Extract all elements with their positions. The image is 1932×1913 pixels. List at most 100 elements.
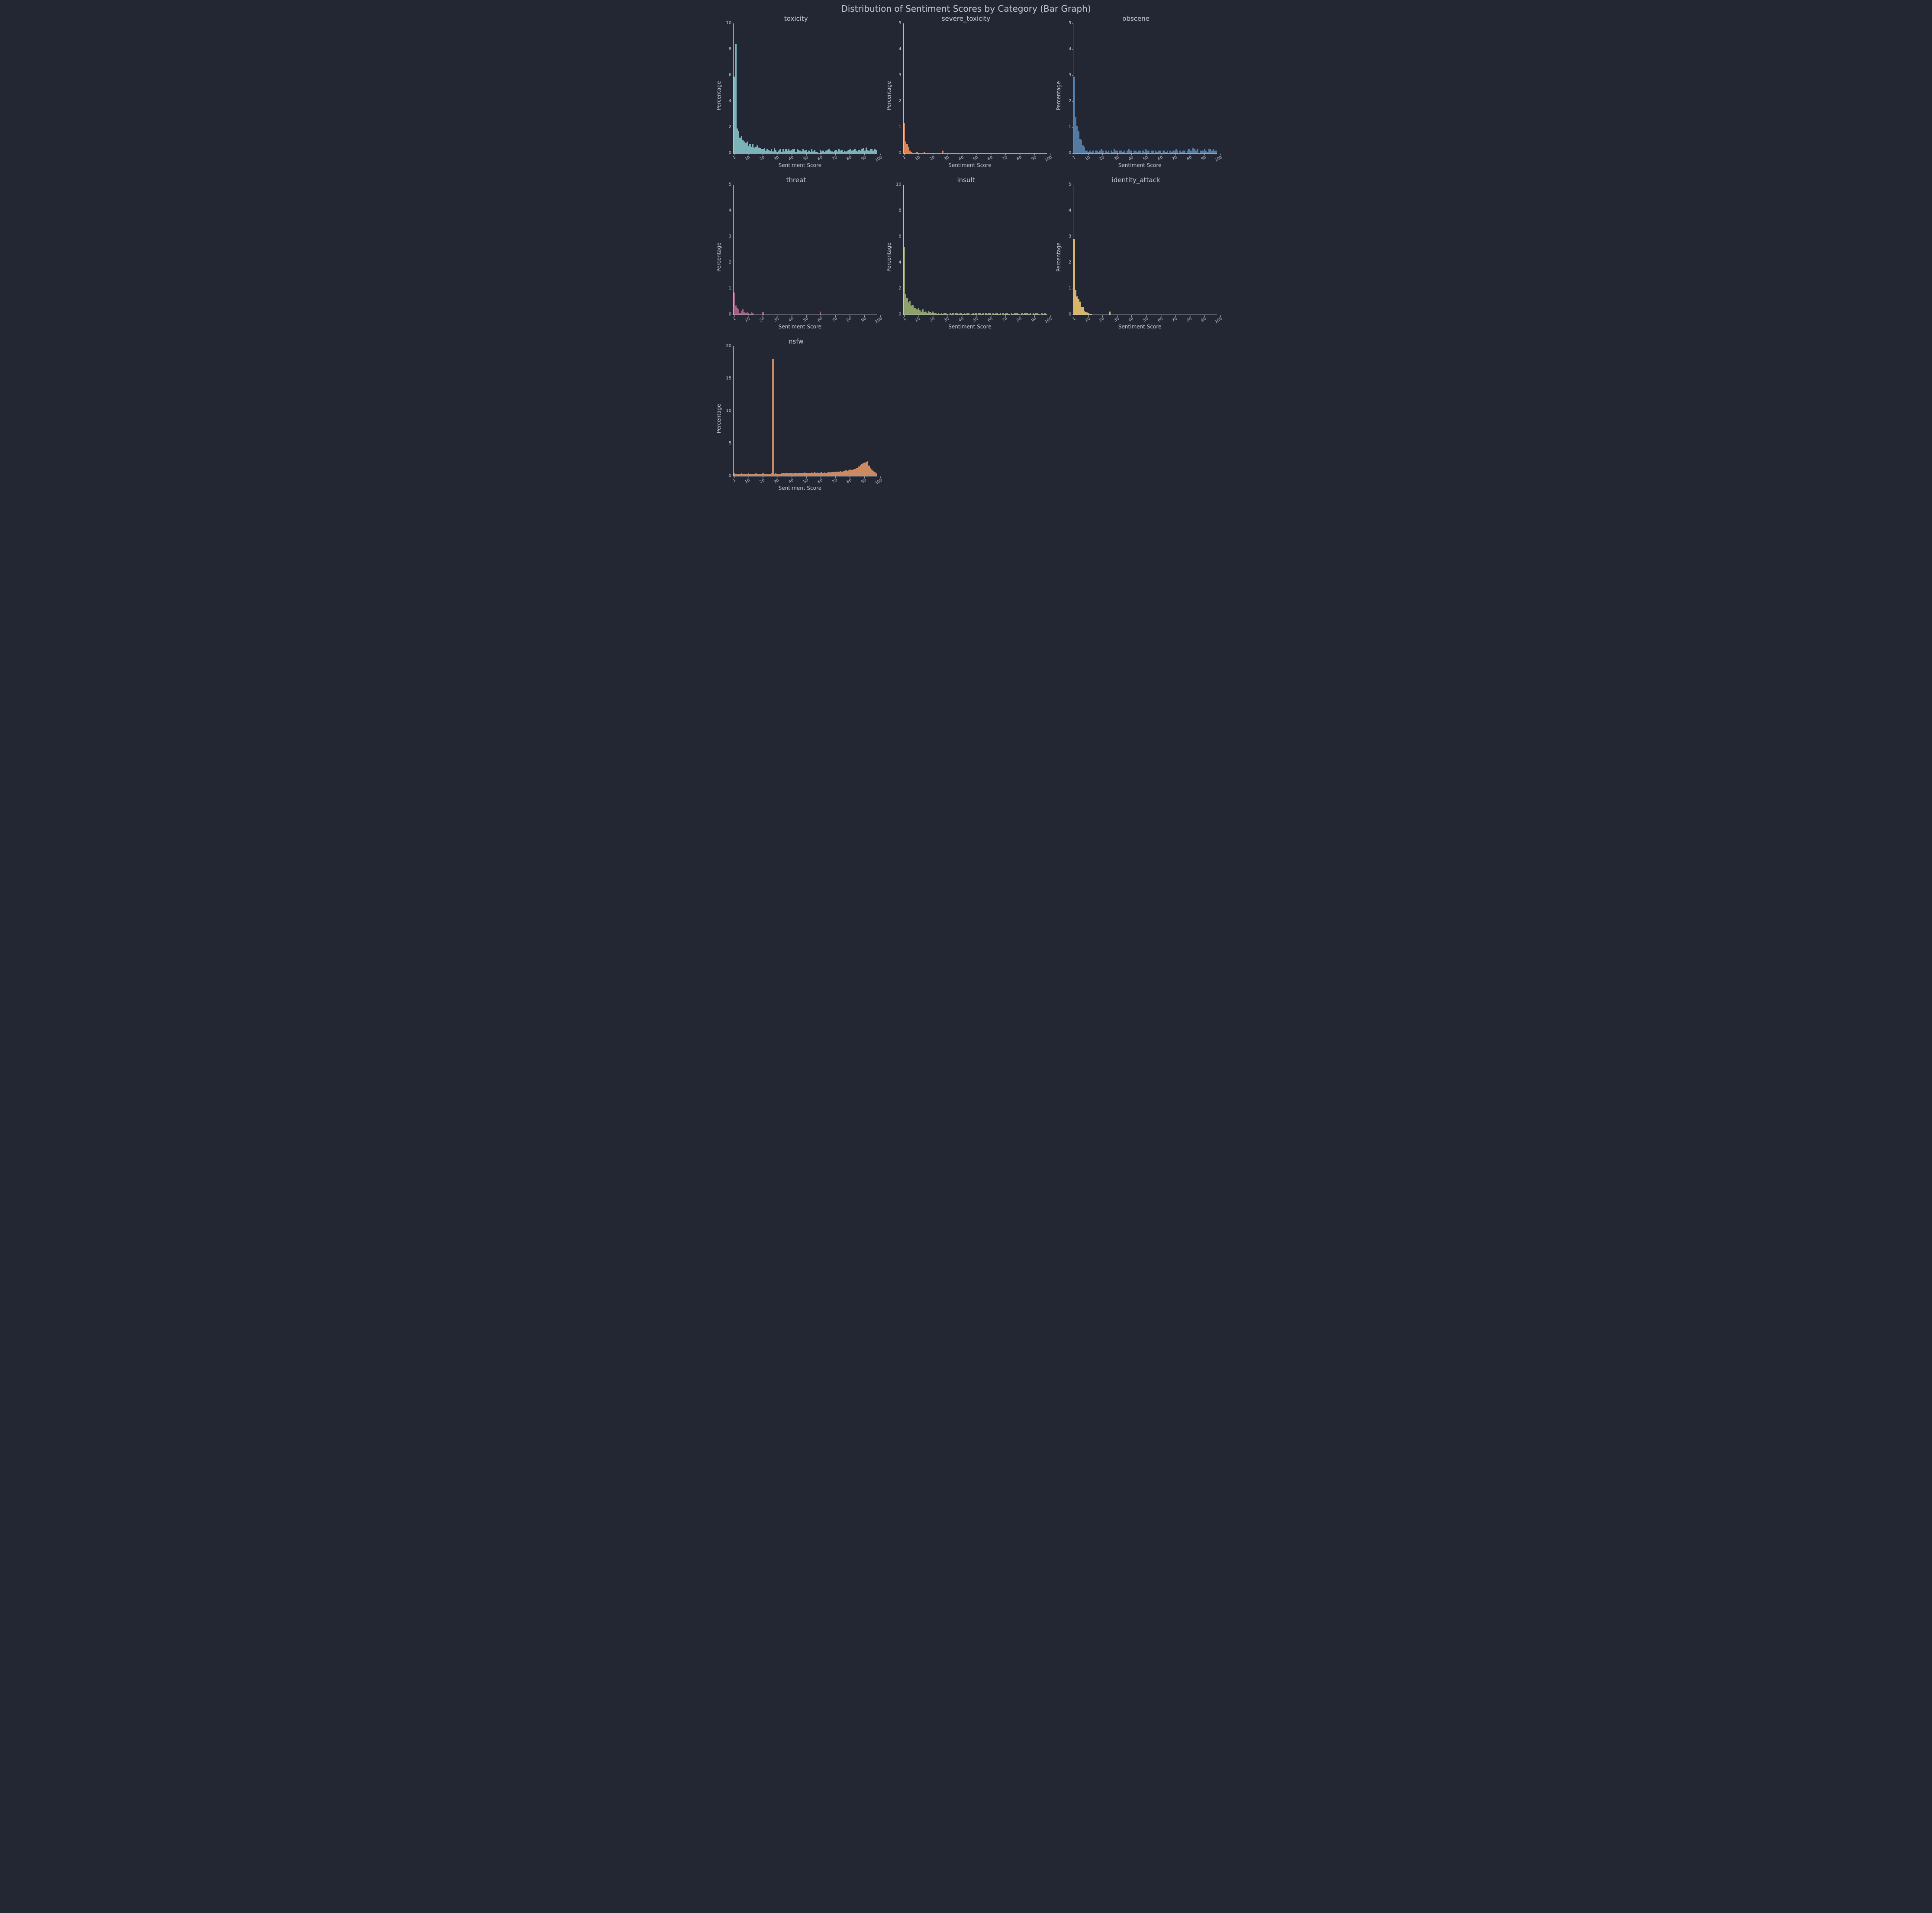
panel-title: identity_attack xyxy=(1055,176,1217,184)
panel-nsfw: nsfwPercentage20151050110203040506070809… xyxy=(715,338,877,491)
x-tick: 50 xyxy=(802,317,809,323)
panel-title: severe_toxicity xyxy=(885,15,1047,23)
bar xyxy=(1153,151,1154,153)
bar xyxy=(942,151,943,153)
x-tick: 100 xyxy=(1044,317,1053,324)
y-axis-label: Percentage xyxy=(715,23,723,168)
x-tick: 20 xyxy=(1099,317,1105,323)
bar xyxy=(982,313,984,315)
bar xyxy=(820,312,821,315)
x-tick: 80 xyxy=(1016,155,1023,161)
bar xyxy=(1148,151,1150,153)
x-axis-label: Sentiment Score xyxy=(723,162,877,168)
x-tick: 100 xyxy=(874,317,883,324)
bars-container xyxy=(1073,23,1217,153)
x-tick: 10 xyxy=(914,155,921,161)
bars-container xyxy=(734,185,877,315)
bar xyxy=(1124,151,1125,153)
bar xyxy=(1197,149,1198,153)
x-ticks: 1102030405060708090100 xyxy=(1073,315,1217,321)
y-axis-label: Percentage xyxy=(885,23,893,168)
x-tick: 10 xyxy=(744,478,751,484)
x-tick: 20 xyxy=(759,478,766,484)
x-tick: 90 xyxy=(861,317,867,323)
x-tick: 50 xyxy=(802,155,809,161)
bar xyxy=(1215,151,1217,153)
x-tick: 70 xyxy=(1001,155,1008,161)
x-axis-label: Sentiment Score xyxy=(723,485,877,491)
y-axis-label: Percentage xyxy=(885,185,893,330)
bar xyxy=(916,152,918,153)
plot-area xyxy=(733,23,877,154)
bar xyxy=(975,313,976,315)
x-tick: 60 xyxy=(987,317,994,323)
x-tick: 70 xyxy=(832,317,838,323)
plot-area xyxy=(733,185,877,315)
plot-area xyxy=(903,23,1047,154)
bar xyxy=(1038,314,1040,315)
axes-wrap: Percentage5432101102030405060708090100Se… xyxy=(1055,23,1217,168)
bar xyxy=(1008,314,1009,315)
x-tick: 40 xyxy=(1128,317,1134,323)
x-tick: 60 xyxy=(1157,155,1163,161)
bar xyxy=(876,150,877,154)
y-axis-label: Percentage xyxy=(715,346,723,491)
bar xyxy=(1030,313,1031,315)
x-tick: 80 xyxy=(846,478,853,484)
panel-toxicity: toxicityPercentage1086420110203040506070… xyxy=(715,15,877,168)
x-tick: 40 xyxy=(788,478,795,484)
bar xyxy=(1117,151,1118,153)
bar xyxy=(952,313,953,315)
x-axis-label: Sentiment Score xyxy=(893,162,1047,168)
x-axis-label: Sentiment Score xyxy=(1063,324,1217,330)
x-tick: 100 xyxy=(1044,155,1053,163)
panel-identity_attack: identity_attackPercentage543210110203040… xyxy=(1055,176,1217,330)
x-tick: 100 xyxy=(874,478,883,485)
axes-wrap: Percentage201510501102030405060708090100… xyxy=(715,346,877,491)
x-tick: 90 xyxy=(1201,155,1207,161)
figure-suptitle: Distribution of Sentiment Scores by Cate… xyxy=(706,0,1226,15)
x-tick: 30 xyxy=(943,317,950,323)
x-tick: 60 xyxy=(817,317,824,323)
x-tick: 100 xyxy=(1214,317,1223,324)
bar xyxy=(911,152,912,153)
plot-area xyxy=(1073,23,1217,154)
x-axis-label: Sentiment Score xyxy=(723,324,877,330)
bar xyxy=(1159,151,1161,153)
x-tick: 1 xyxy=(732,155,737,161)
y-axis-label: Percentage xyxy=(1055,23,1063,168)
y-ticks: 543210 xyxy=(723,185,733,315)
x-tick: 20 xyxy=(1099,155,1105,161)
x-ticks: 1102030405060708090100 xyxy=(903,315,1047,321)
panel-title: toxicity xyxy=(715,15,877,23)
bars-container xyxy=(734,23,877,153)
y-ticks: 1086420 xyxy=(893,185,903,315)
x-tick: 70 xyxy=(832,478,838,484)
x-tick: 20 xyxy=(929,155,935,161)
y-axis-label: Percentage xyxy=(1055,185,1063,330)
panel-title: obscene xyxy=(1055,15,1217,23)
figure: Distribution of Sentiment Scores by Cate… xyxy=(706,0,1226,500)
x-axis-label: Sentiment Score xyxy=(1063,162,1217,168)
x-tick: 90 xyxy=(1031,317,1037,323)
bars-container xyxy=(734,346,877,476)
y-ticks: 543210 xyxy=(1063,23,1073,153)
x-tick: 40 xyxy=(958,155,965,161)
x-tick: 1 xyxy=(732,317,737,322)
panel-title: nsfw xyxy=(715,338,877,345)
plot-area xyxy=(903,185,1047,315)
bar xyxy=(1167,151,1168,153)
x-tick: 50 xyxy=(972,155,979,161)
plot-area xyxy=(733,346,877,476)
x-tick: 40 xyxy=(788,317,795,323)
y-ticks: 1086420 xyxy=(723,23,733,153)
x-ticks: 1102030405060708090100 xyxy=(733,154,877,160)
x-tick: 90 xyxy=(861,478,867,484)
x-tick: 60 xyxy=(817,478,824,484)
bar xyxy=(1184,151,1185,153)
y-axis-label: Percentage xyxy=(715,185,723,330)
x-tick: 1 xyxy=(902,317,907,322)
x-ticks: 1102030405060708090100 xyxy=(903,154,1047,160)
panel-obscene: obscenePercentage54321011020304050607080… xyxy=(1055,15,1217,168)
x-tick: 30 xyxy=(773,317,780,323)
